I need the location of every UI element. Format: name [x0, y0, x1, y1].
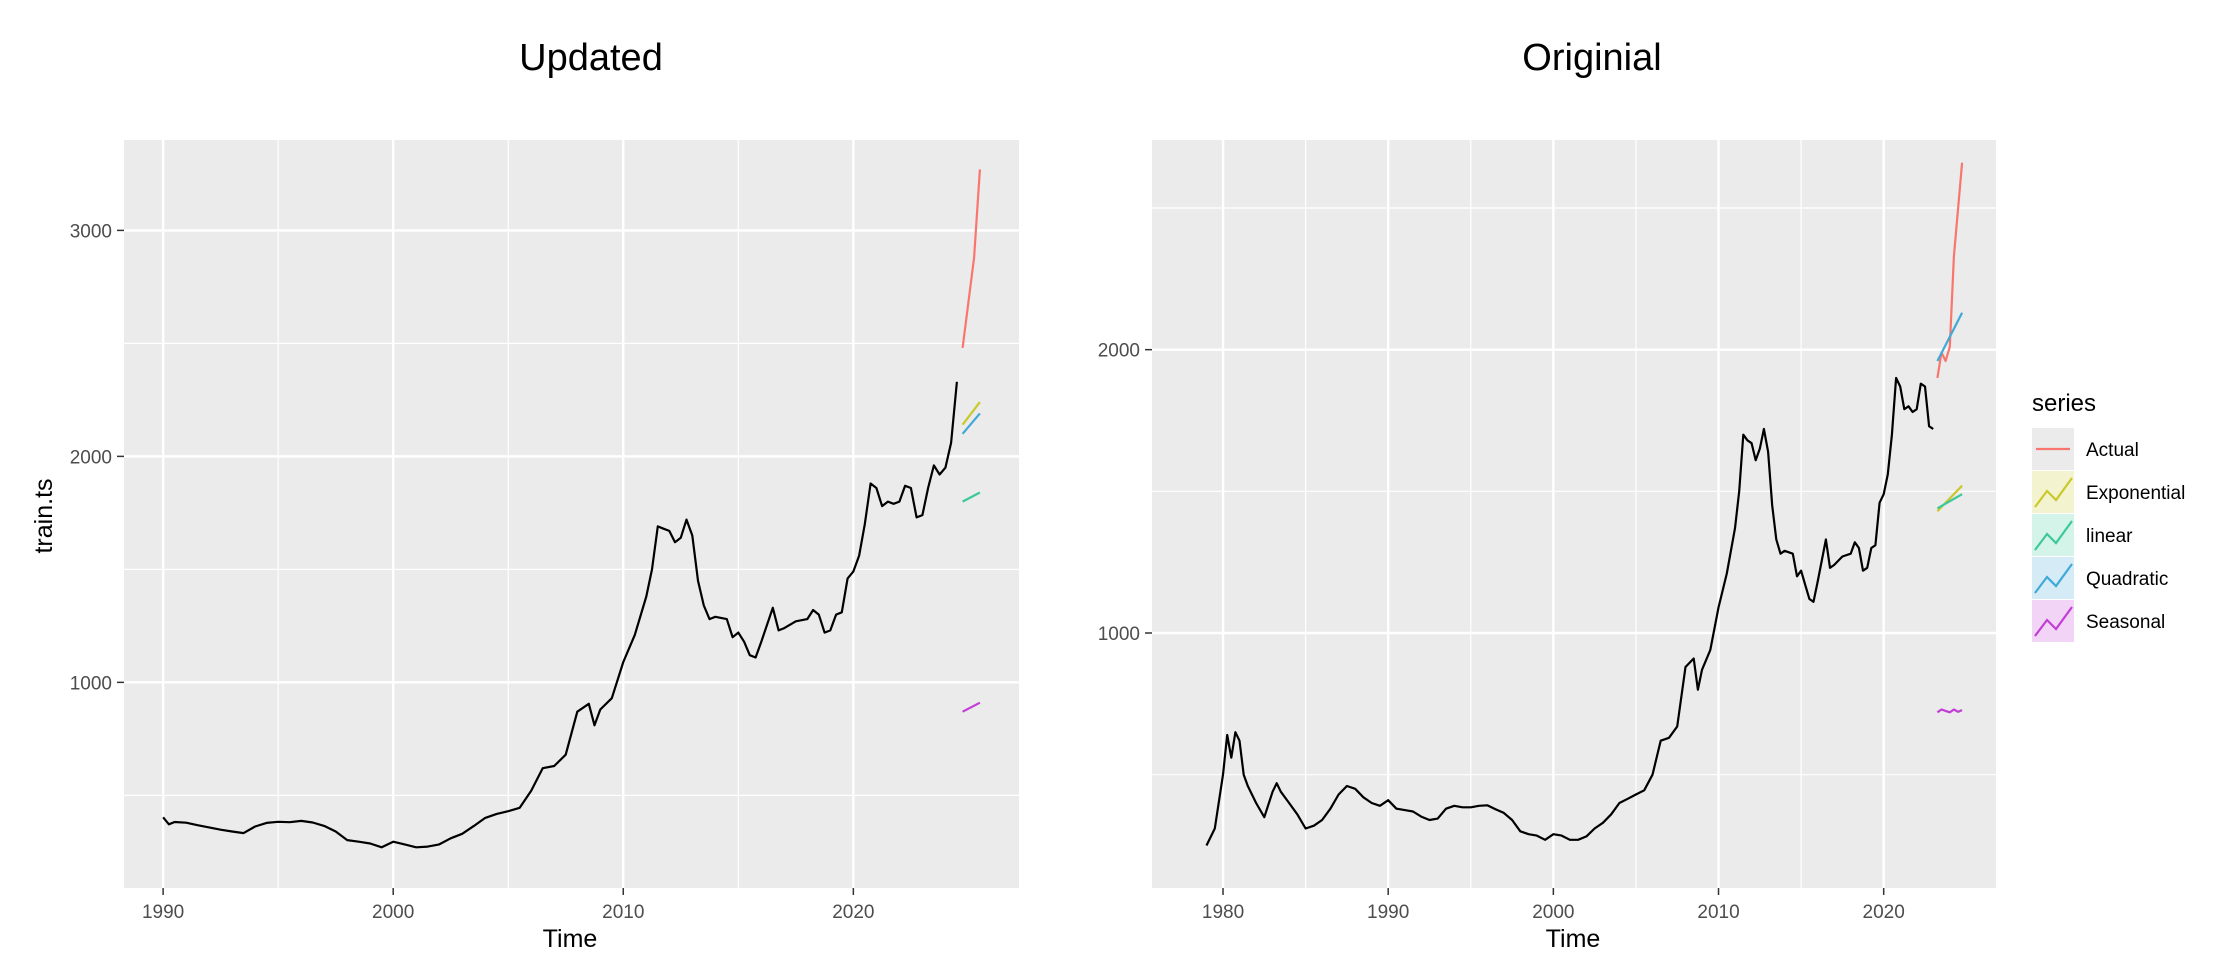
x-axis-label: Time: [1546, 925, 1601, 953]
y-tick-label: 1000: [1098, 624, 1140, 645]
y-tick-label: 1000: [70, 673, 112, 694]
x-axis-label: Time: [543, 925, 598, 953]
legend-key-line: [2034, 477, 2073, 508]
x-tick-label: 1990: [1367, 902, 1409, 923]
x-tick-label: 2020: [1863, 902, 1905, 923]
chart-originial: 1980 1990 2000 2010 2020 1000 2000 Originial T…: [1098, 37, 1996, 953]
x-tick-label: 1980: [1202, 902, 1244, 923]
legend-key: [2032, 514, 2074, 556]
plot-panel: [1152, 140, 1996, 888]
legend-key: [2032, 557, 2074, 599]
y-tick-label: 2000: [1098, 341, 1140, 362]
x-tick-label: 2010: [1697, 902, 1739, 923]
chart-title: Originial: [1522, 37, 1661, 79]
legend-key: [2032, 600, 2074, 642]
legend-key-line: [2034, 606, 2073, 637]
x-tick-label: 2000: [1532, 902, 1574, 923]
series-line-quadratic: [961, 412, 981, 435]
legend-item-seasonal: Seasonal: [2086, 612, 2165, 633]
series-line-exponential: [961, 401, 981, 426]
legend-key-line: [2034, 520, 2073, 551]
legend-key-line: [2034, 563, 2073, 594]
series-line-train-ts: [1205, 376, 1934, 846]
x-tick-label: 2020: [832, 902, 874, 923]
x-tick-label: 2000: [372, 902, 414, 923]
y-axis-label: train.ts: [30, 478, 58, 553]
legend-item-linear: linear: [2086, 526, 2133, 547]
series-line-linear: [1936, 493, 1963, 510]
legend: series Actual Exponential linear Quadratic S…: [2032, 390, 2185, 642]
legend-item-quadratic: Quadratic: [2086, 569, 2168, 590]
legend-title: series: [2032, 390, 2096, 417]
chart-title: Updated: [519, 37, 663, 79]
series-line-seasonal: [962, 701, 981, 713]
series-line-quadratic: [1936, 312, 1964, 362]
chart-updated: 1990 2000 2010 2020 1000 2000 3000 Updated Tim…: [30, 37, 1019, 953]
legend-item-exponential: Exponential: [2086, 483, 2185, 504]
x-tick-label: 2010: [602, 902, 644, 923]
series-line-linear: [962, 491, 981, 503]
series-line-seasonal: [1936, 708, 1963, 714]
series-line-actual: [1936, 162, 1964, 379]
plot-panel: [124, 140, 1019, 888]
y-tick-label: 2000: [70, 447, 112, 468]
series-line-train-ts: [162, 381, 958, 849]
series-line-actual: [961, 169, 981, 349]
y-tick-label: 3000: [70, 221, 112, 242]
legend-item-actual: Actual: [2086, 440, 2139, 461]
legend-key: [2032, 471, 2074, 513]
x-tick-label: 1990: [142, 902, 184, 923]
